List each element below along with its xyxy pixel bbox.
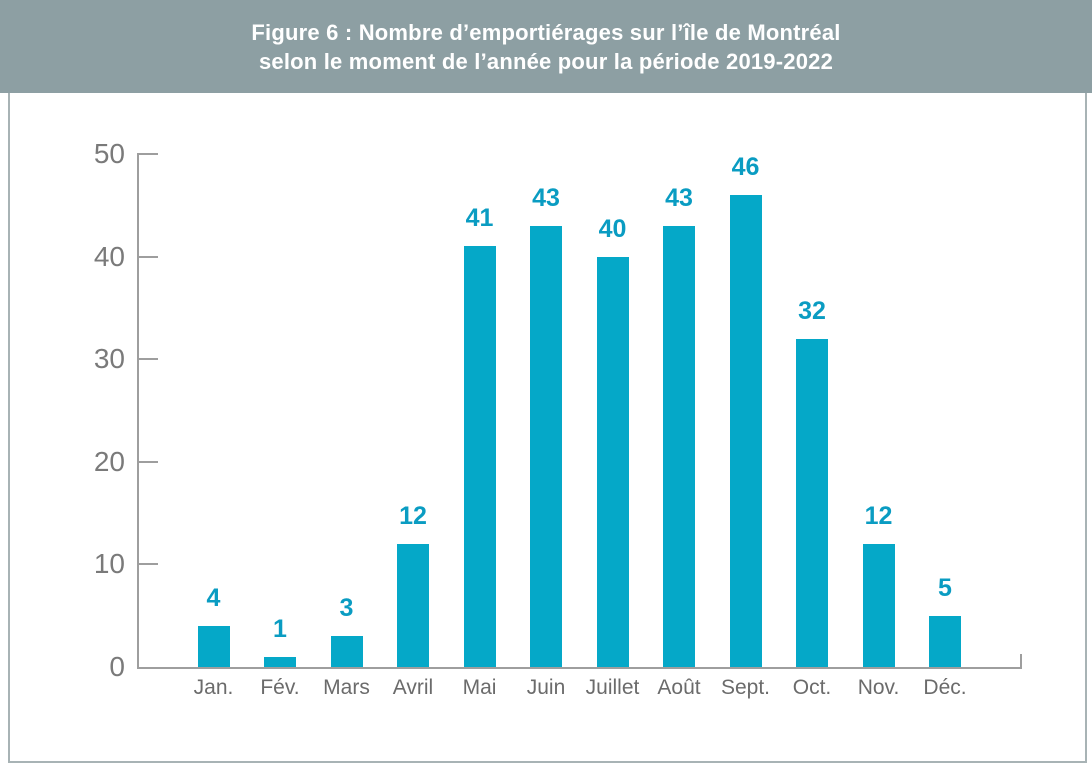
x-axis-category-label: Nov.: [857, 676, 900, 699]
x-axis-category-label: Jan.: [193, 676, 234, 699]
bar-value-label: 5: [938, 573, 952, 602]
bar: [264, 656, 296, 667]
bar-value-label: 12: [399, 501, 427, 530]
bar-value-label: 41: [465, 204, 494, 233]
bar: [862, 543, 895, 667]
figure-header: Figure 6 : Nombre d’emportiérages sur l’…: [0, 0, 1092, 93]
bar: [330, 636, 363, 667]
bar: [463, 246, 496, 667]
bar-value-label: 46: [731, 153, 760, 182]
bar-value-label: 3: [339, 594, 354, 623]
bar-value-label: 43: [665, 183, 693, 212]
y-tick-label: 40: [93, 240, 125, 272]
x-axis-category-label: Sept.: [720, 676, 771, 699]
x-axis-category-label: Déc.: [923, 676, 967, 699]
x-axis-category-label: Août: [657, 676, 701, 699]
bar: [729, 195, 762, 667]
bar: [530, 225, 562, 667]
y-tick-label: 0: [109, 651, 125, 682]
bar: [796, 338, 828, 667]
y-tick-mark: [137, 460, 158, 463]
bar: [397, 543, 429, 667]
x-axis-category-label: Mai: [462, 676, 497, 699]
bar-value-label: 43: [532, 183, 560, 212]
x-axis-category-label: Fév.: [260, 676, 300, 699]
y-tick-label: 10: [93, 548, 125, 580]
x-axis-end-tick: [1020, 654, 1022, 669]
y-tick-mark: [137, 255, 158, 258]
x-axis-category-label: Juin: [526, 676, 566, 699]
y-tick-mark: [137, 358, 158, 361]
x-axis-line: [137, 667, 1022, 669]
bar-value-label: 12: [864, 501, 893, 530]
y-tick-mark: [137, 153, 158, 155]
y-tick-label: 20: [93, 445, 125, 477]
bar-value-label: 1: [273, 614, 287, 643]
bar: [929, 615, 961, 667]
figure-title-line1: Figure 6 : Nombre d’emportiérages sur l’…: [251, 20, 841, 45]
bar-value-label: 40: [598, 214, 627, 243]
x-axis-category-label: Mars: [323, 676, 370, 699]
bar: [663, 225, 695, 667]
y-tick-label: 50: [93, 138, 125, 169]
x-axis-category-label: Oct.: [792, 676, 832, 699]
bar: [197, 625, 230, 667]
x-axis-category-label: Juillet: [585, 676, 640, 699]
y-tick-label: 30: [93, 343, 125, 375]
figure-title-line2: selon le moment de l’année pour la pério…: [258, 49, 834, 74]
x-axis-category-label: Avril: [392, 676, 434, 699]
bar: [596, 256, 629, 667]
y-tick-mark: [137, 563, 158, 566]
bar-value-label: 32: [798, 296, 826, 325]
y-axis-line: [137, 154, 139, 669]
bar-value-label: 4: [206, 583, 221, 612]
